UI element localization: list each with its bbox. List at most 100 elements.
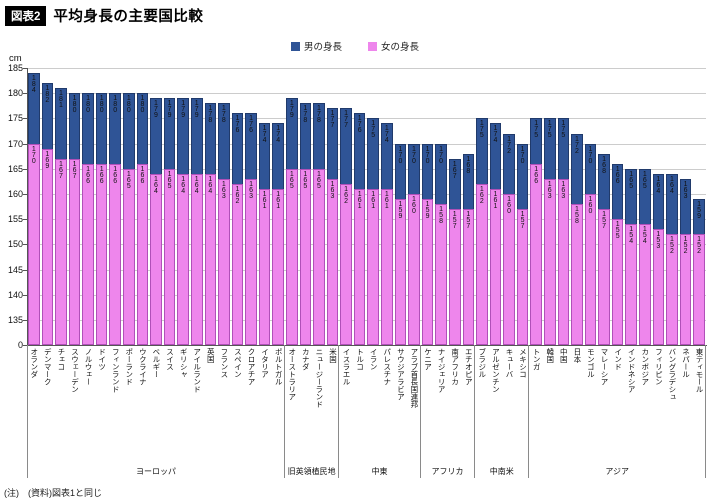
country-label: イスラエル bbox=[342, 348, 352, 386]
country-label-slot: ケニア bbox=[421, 348, 435, 462]
men-value-label: 168 bbox=[464, 155, 472, 174]
bar-slot: 174 161 bbox=[272, 68, 284, 345]
women-bar bbox=[353, 188, 366, 345]
country-label: インド bbox=[613, 348, 623, 371]
country-label-slot: メキシコ bbox=[516, 348, 530, 462]
country-label-slot: ノルウェー bbox=[81, 348, 95, 462]
bar-slot: 174 161 bbox=[489, 68, 502, 345]
bar-slot: 168 157 bbox=[462, 68, 475, 345]
gridline bbox=[27, 168, 706, 170]
women-bar bbox=[639, 224, 651, 345]
bar-slot: 175 166 bbox=[530, 68, 542, 345]
men-value-label: 174 bbox=[383, 125, 391, 144]
women-bar bbox=[136, 163, 149, 345]
legend-label-women: 女の身長 bbox=[381, 42, 420, 53]
country-label: ネパール bbox=[681, 348, 691, 378]
y-axis-tick bbox=[23, 68, 27, 69]
country-label: チェコ bbox=[56, 348, 66, 371]
women-value-label: 166 bbox=[98, 165, 106, 184]
country-label-slot: 韓国 bbox=[543, 348, 557, 462]
women-value-label: 164 bbox=[179, 175, 187, 194]
country-label: サウジアラビア bbox=[396, 348, 406, 401]
region-group: 旧英領植民地 bbox=[285, 345, 340, 478]
men-value-label: 170 bbox=[396, 145, 404, 164]
group-label: 中東 bbox=[371, 467, 388, 476]
women-bar bbox=[190, 173, 203, 345]
country-label: 韓国 bbox=[545, 348, 555, 363]
women-bar bbox=[109, 163, 122, 345]
bar-slot: 182 169 bbox=[41, 68, 54, 345]
country-label-slot: パレスチナ bbox=[380, 348, 394, 462]
country-label: イラン bbox=[369, 348, 379, 371]
men-value-label: 178 bbox=[206, 105, 214, 124]
women-value-label: 166 bbox=[111, 165, 119, 184]
country-label: アイルランド bbox=[192, 348, 202, 393]
women-value-label: 154 bbox=[627, 226, 635, 245]
country-label-slot: イスラエル bbox=[339, 348, 353, 462]
country-label-slot: フィリピン bbox=[652, 348, 666, 462]
women-value-label: 162 bbox=[342, 185, 350, 204]
bar-slot: 179 164 bbox=[150, 68, 162, 345]
women-value-label: 161 bbox=[369, 190, 377, 209]
y-axis-tick bbox=[23, 93, 27, 95]
men-value-label: 174 bbox=[274, 125, 282, 144]
bar-slot: 168 157 bbox=[598, 68, 610, 345]
women-bar bbox=[285, 168, 298, 345]
women-bar bbox=[218, 178, 230, 345]
bar-slot: 167 157 bbox=[448, 68, 461, 345]
women-bar bbox=[503, 194, 515, 345]
country-label-slot: カナダ bbox=[299, 348, 313, 462]
women-bar bbox=[611, 219, 624, 345]
group-label: アフリカ bbox=[431, 467, 464, 476]
women-bar bbox=[340, 183, 352, 345]
region-group: 中南米 bbox=[475, 345, 530, 478]
women-value-label: 169 bbox=[43, 150, 51, 169]
bar-slot: 164 153 bbox=[652, 68, 665, 345]
gridline bbox=[27, 219, 706, 221]
gridline bbox=[27, 294, 706, 296]
country-label-slot: スイス bbox=[163, 348, 177, 462]
men-value-label: 168 bbox=[600, 155, 608, 174]
group-label: 旧英領植民地 bbox=[287, 467, 336, 476]
women-bar bbox=[150, 173, 162, 345]
men-value-label: 179 bbox=[166, 100, 174, 119]
women-bar bbox=[231, 183, 244, 345]
legend-item-women: 女の身長 bbox=[368, 39, 419, 53]
men-value-label: 180 bbox=[111, 95, 119, 114]
country-label: スウェーデン bbox=[70, 348, 80, 393]
bar-slot: 174 161 bbox=[381, 68, 393, 345]
figure-number-badge: 図表2 bbox=[5, 5, 47, 26]
bar-slot: 180 167 bbox=[68, 68, 81, 345]
men-value-label: 163 bbox=[682, 180, 690, 199]
country-label: デンマーク bbox=[43, 348, 53, 386]
bar-slot: 178 165 bbox=[313, 68, 325, 345]
country-label-slot: ニュージーランド bbox=[312, 348, 326, 462]
country-label: ベルギー bbox=[151, 348, 161, 378]
men-value-label: 177 bbox=[329, 110, 336, 129]
women-value-label: 165 bbox=[301, 170, 309, 189]
country-label-slot: イタリア bbox=[258, 348, 272, 462]
women-bar bbox=[41, 148, 54, 345]
men-value-label: 170 bbox=[424, 145, 432, 164]
women-value-label: 158 bbox=[437, 206, 445, 225]
women-value-label: 163 bbox=[546, 180, 554, 199]
women-value-label: 157 bbox=[464, 211, 472, 230]
country-label-slot: アルゼンチン bbox=[489, 348, 503, 462]
gridline bbox=[27, 320, 706, 321]
country-label-slot: デンマーク bbox=[41, 348, 55, 462]
women-value-label: 165 bbox=[288, 170, 296, 189]
women-bar bbox=[476, 183, 488, 345]
country-label-slot: インド bbox=[611, 348, 625, 462]
y-axis-tick bbox=[23, 118, 27, 120]
men-value-label: 164 bbox=[668, 175, 676, 194]
bar-slot: 170 159 bbox=[394, 68, 407, 345]
country-label-slot: 日本 bbox=[570, 348, 584, 462]
women-bar bbox=[272, 188, 284, 345]
country-label: 日本 bbox=[572, 348, 582, 363]
women-value-label: 163 bbox=[559, 180, 567, 199]
women-value-label: 162 bbox=[233, 185, 241, 204]
country-label-slot: キューバ bbox=[502, 348, 516, 462]
y-axis-tick bbox=[23, 168, 27, 170]
country-label-slot: カンボジア bbox=[638, 348, 652, 462]
y-axis-tick bbox=[23, 320, 27, 321]
